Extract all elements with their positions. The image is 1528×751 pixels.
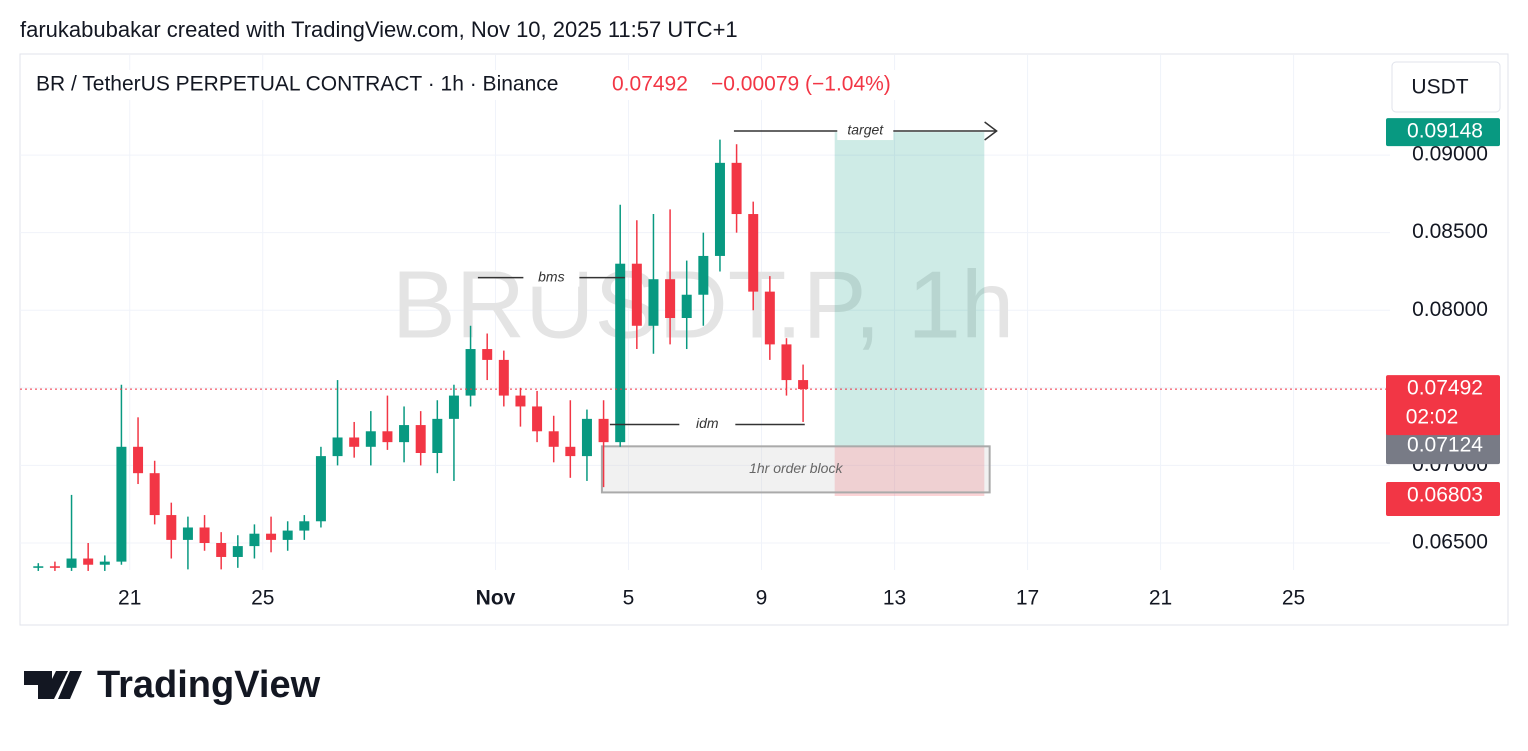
- logo-dot: [55, 671, 65, 681]
- annotation-label: idm: [696, 415, 719, 431]
- candle-body: [565, 446, 576, 457]
- order-block: [600, 445, 991, 494]
- candle-body: [33, 566, 44, 568]
- candle-body: [781, 344, 792, 381]
- annotation-label: target: [847, 122, 884, 138]
- stop-price-bg: [1386, 481, 1500, 516]
- candle-body: [365, 431, 376, 447]
- candle-body: [232, 546, 243, 557]
- candle-body: [698, 255, 709, 295]
- candle-body: [581, 418, 592, 457]
- candle-body: [399, 425, 410, 443]
- profit-zone: [834, 132, 985, 447]
- target-price: 0.09148: [1407, 120, 1483, 143]
- candle-body: [315, 456, 326, 522]
- candle-body: [432, 418, 443, 454]
- candle-body: [681, 294, 692, 319]
- y-tick-label: 0.06500: [1412, 531, 1488, 554]
- candle-body: [332, 437, 343, 457]
- candle-body: [382, 431, 393, 443]
- x-tick-label: 25: [1282, 587, 1305, 610]
- last-price-tag: 0.07492: [1407, 377, 1483, 400]
- candle-body: [116, 446, 127, 562]
- entry-price: 0.07124: [1407, 434, 1483, 457]
- candle-body: [66, 558, 77, 568]
- annotation-label-bg: [837, 122, 894, 141]
- candle-body: [216, 543, 227, 557]
- candle-body: [548, 431, 559, 447]
- candle-body: [299, 521, 310, 531]
- target-price-bg: [1386, 118, 1500, 147]
- symbol-title: BR / TetherUS PERPETUAL CONTRACT · 1h · …: [36, 73, 558, 96]
- candle-body: [482, 349, 493, 360]
- x-tick-label: 13: [883, 587, 906, 610]
- candle-body: [83, 558, 94, 565]
- y-tick-label: 0.08500: [1412, 220, 1488, 243]
- x-tick-label: 9: [756, 587, 768, 610]
- candle-body: [149, 473, 160, 516]
- legend-bg: [36, 70, 936, 100]
- candle-body: [249, 533, 260, 547]
- x-tick-label: 25: [251, 587, 274, 610]
- candle-body: [764, 291, 775, 345]
- order-block-label: 1hr order block: [749, 460, 843, 476]
- candle-body: [182, 527, 193, 540]
- candle-body: [99, 561, 110, 565]
- candle-body: [498, 359, 509, 396]
- candle-body: [798, 380, 809, 390]
- loss-zone: [834, 446, 985, 496]
- candle-body: [714, 162, 725, 256]
- stop-price: 0.06803: [1407, 484, 1483, 507]
- candle-body: [415, 425, 426, 454]
- countdown: 02:02: [1406, 406, 1459, 429]
- price-change: −0.00079 (−1.04%): [711, 73, 891, 96]
- x-tick-label: Nov: [476, 587, 516, 610]
- last-price: 0.07492: [612, 73, 688, 96]
- x-tick-label: 5: [623, 587, 635, 610]
- candle-body: [598, 418, 609, 443]
- x-tick-label: 21: [1149, 587, 1172, 610]
- brand: TradingView: [97, 664, 321, 706]
- y-tick-label: 0.08000: [1412, 298, 1488, 321]
- x-tick-label: 17: [1016, 587, 1039, 610]
- logo-icon: [58, 671, 82, 699]
- y-tick-label: 0.09000: [1412, 143, 1488, 166]
- candle-body: [731, 162, 742, 215]
- annotation-label: bms: [538, 268, 564, 284]
- candle-body: [631, 263, 642, 326]
- candle-body: [615, 263, 626, 443]
- candle-body: [49, 566, 60, 568]
- candle-body: [133, 446, 144, 474]
- candle-body: [282, 530, 293, 540]
- arrow-head: [984, 121, 998, 141]
- candle-body: [648, 279, 659, 326]
- annotation-label-bg: [523, 268, 580, 287]
- logo: TradingView: [24, 664, 321, 706]
- candle-body: [748, 214, 759, 292]
- candle-body: [349, 437, 360, 447]
- candle-body: [166, 515, 177, 540]
- last-price-tag-bg: [1386, 375, 1500, 436]
- candle-body: [465, 349, 476, 396]
- candle-body: [199, 527, 210, 544]
- candle-body: [515, 395, 526, 407]
- currency-button[interactable]: [1391, 61, 1501, 113]
- candle-body: [665, 279, 676, 319]
- x-tick-label: 21: [118, 587, 141, 610]
- chart-frame: [19, 53, 1509, 626]
- candle-body: [532, 406, 543, 432]
- annotation-label-bg: [679, 415, 736, 434]
- entry-price-bg: [1386, 432, 1500, 465]
- candle-body: [266, 533, 277, 540]
- credit: farukabubakar created with TradingView.c…: [20, 17, 738, 42]
- currency: USDT: [1411, 76, 1468, 99]
- candle-body: [448, 395, 459, 419]
